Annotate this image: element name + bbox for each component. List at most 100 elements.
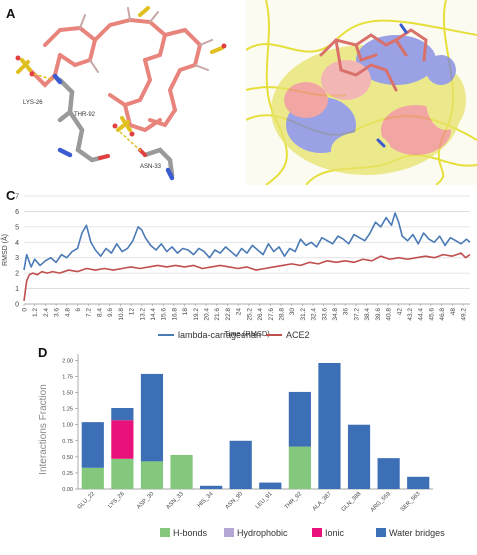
residue-label-lys26: LYS-26: [23, 100, 43, 106]
series-line-ace2: [23, 252, 471, 302]
bar-h-bonds-asp_30: [140, 461, 164, 489]
x-tick-label: GLN_388: [341, 491, 363, 513]
x-tick-label: ASN_90: [225, 491, 245, 511]
panel-a-molecule: LYS-26 THR-92 ASN-33: [0, 0, 245, 185]
panel-c-letter: C: [6, 188, 16, 203]
legend-swatch: [376, 528, 386, 537]
x-tick-label: THR_92: [284, 491, 304, 511]
x-tick-label: 22.8: [225, 308, 232, 321]
x-tick-label: 6: [75, 308, 82, 312]
bar-h-bonds-asn_33: [170, 454, 193, 489]
bar-water-bridges-asp_30: [140, 373, 164, 462]
x-tick-label: 48: [450, 308, 457, 316]
panel-d-interactions-chart: 0.00 0.25 0.50 0.75 1.00 1.25 1.50 1.75 2.00 Inte…: [0, 344, 477, 550]
panel-c-rmsd-chart: 0 1 2 3 4 5 6 7 0 1.2 2.4 3.6 4.8 6 7.2 8.4 9.6 10.8 12 13.…: [0, 186, 477, 344]
x-tick-label: GLU_22: [77, 491, 97, 511]
x-tick-label: 32.4: [311, 308, 318, 321]
x-tick-label: 40.8: [386, 308, 393, 321]
y-tick-label: 0.50: [62, 455, 73, 461]
x-tick-label: ASP_30: [136, 491, 155, 510]
x-tick-label: ALA_387: [312, 491, 333, 512]
x-tick-label: 4.8: [64, 308, 71, 317]
x-tick-label: 45.6: [428, 308, 435, 321]
x-tick-label: 24: [236, 308, 243, 316]
y-tick-label: 2.00: [62, 358, 73, 364]
y-tick-label: 7: [15, 194, 19, 201]
y-tick-label: 4: [15, 240, 19, 247]
y-tick-label: 1.00: [62, 423, 73, 429]
legend-label: Hydrophobic: [237, 528, 288, 538]
bar-water-bridges-his_34: [200, 485, 223, 489]
bar-ionic-lys_26: [111, 420, 134, 459]
x-tick-label: 8.4: [96, 308, 103, 317]
x-tick-label: 0: [22, 308, 29, 312]
x-tick-label: 38.4: [364, 308, 371, 321]
bar-water-bridges-gln_388: [347, 424, 371, 489]
x-tick-label: ASN_33: [165, 491, 185, 511]
y-axis-label: RMSD (Å): [0, 234, 9, 266]
x-tick-label: 20.4: [204, 308, 211, 321]
x-tick-label: 2.4: [43, 308, 50, 317]
y-tick-label: 1.50: [62, 391, 73, 397]
x-tick-label: 26.4: [257, 308, 264, 321]
bar-h-bonds-glu_22: [81, 467, 104, 489]
x-tick-label: 25.2: [246, 308, 253, 321]
x-tick-label: ARG_559: [370, 491, 392, 513]
x-tick-label: SER_563: [400, 491, 422, 513]
legend-label: lambda-carrageenan: [178, 330, 261, 340]
x-tick-label: 9.6: [107, 308, 114, 317]
x-tick-label: 1.2: [32, 308, 39, 317]
bar-water-bridges-ala_387: [318, 363, 341, 489]
x-tick-label: 7.2: [86, 308, 93, 317]
legend-label: H-bonds: [173, 528, 208, 538]
bar-water-bridges-lys_26: [111, 408, 134, 421]
x-tick-label: 18: [182, 308, 189, 316]
x-tick-label: 19.2: [193, 308, 200, 321]
legend-label: ACE2: [286, 330, 310, 340]
y-tick-label: 0.25: [62, 471, 73, 477]
x-tick-label: 31.2: [300, 308, 307, 321]
y-axis-label: Interactions Fraction: [38, 384, 49, 475]
x-tick-label: 37.2: [353, 308, 360, 321]
y-tick-label: 1: [15, 286, 19, 293]
surface-illustration: [246, 0, 477, 185]
interactions-bar-chart: 0.00 0.25 0.50 0.75 1.00 1.25 1.50 1.75 2.00 Inte…: [38, 354, 445, 538]
y-tick-label: 3: [15, 255, 19, 262]
series-line-lambda-carrageenan: [23, 212, 471, 271]
x-tick-label: 28.8: [278, 308, 285, 321]
panel-b-surface: [246, 0, 477, 185]
legend-swatch: [160, 528, 170, 537]
y-tick-label: 0.00: [62, 487, 73, 493]
y-tick-label: 6: [15, 209, 19, 216]
bar-water-bridges-arg_559: [377, 458, 400, 489]
x-tick-label: 10.8: [118, 308, 125, 321]
x-tick-label: LYS_26: [107, 491, 126, 510]
x-tick-label: 12: [129, 308, 136, 316]
x-tick-label: 3.6: [54, 308, 61, 317]
bar-water-bridges-leu_91: [259, 482, 282, 489]
y-tick-label: 2: [15, 271, 19, 278]
y-tick-label: 1.25: [62, 407, 73, 413]
x-tick-label: 39.6: [375, 308, 382, 321]
legend-swatch: [224, 528, 234, 537]
legend-label: Water bridges: [389, 528, 445, 538]
y-tick-label: 0.75: [62, 439, 73, 445]
panel-d-letter: D: [38, 345, 48, 360]
residue-label-asn33: ASN-33: [140, 164, 162, 170]
x-tick-label: 13.2: [139, 308, 146, 321]
x-tick-label: 42: [396, 308, 403, 316]
x-tick-label: 30: [289, 308, 296, 316]
bar-h-bonds-thr_92: [288, 446, 311, 489]
bar-water-bridges-asn_90: [229, 440, 252, 489]
x-tick-label: 34.8: [332, 308, 339, 321]
x-tick-label: 46.8: [439, 308, 446, 321]
x-tick-label: HIS_34: [197, 491, 215, 509]
panel-a-letter: A: [6, 6, 16, 21]
x-tick-label: 44.4: [418, 308, 425, 321]
x-tick-label: 36: [343, 308, 350, 316]
y-tick-label: 5: [15, 224, 19, 231]
bar-h-bonds-lys_26: [111, 458, 134, 489]
residue-label-thr92: THR-92: [74, 112, 96, 118]
bar-water-bridges-ser_563: [407, 476, 430, 489]
